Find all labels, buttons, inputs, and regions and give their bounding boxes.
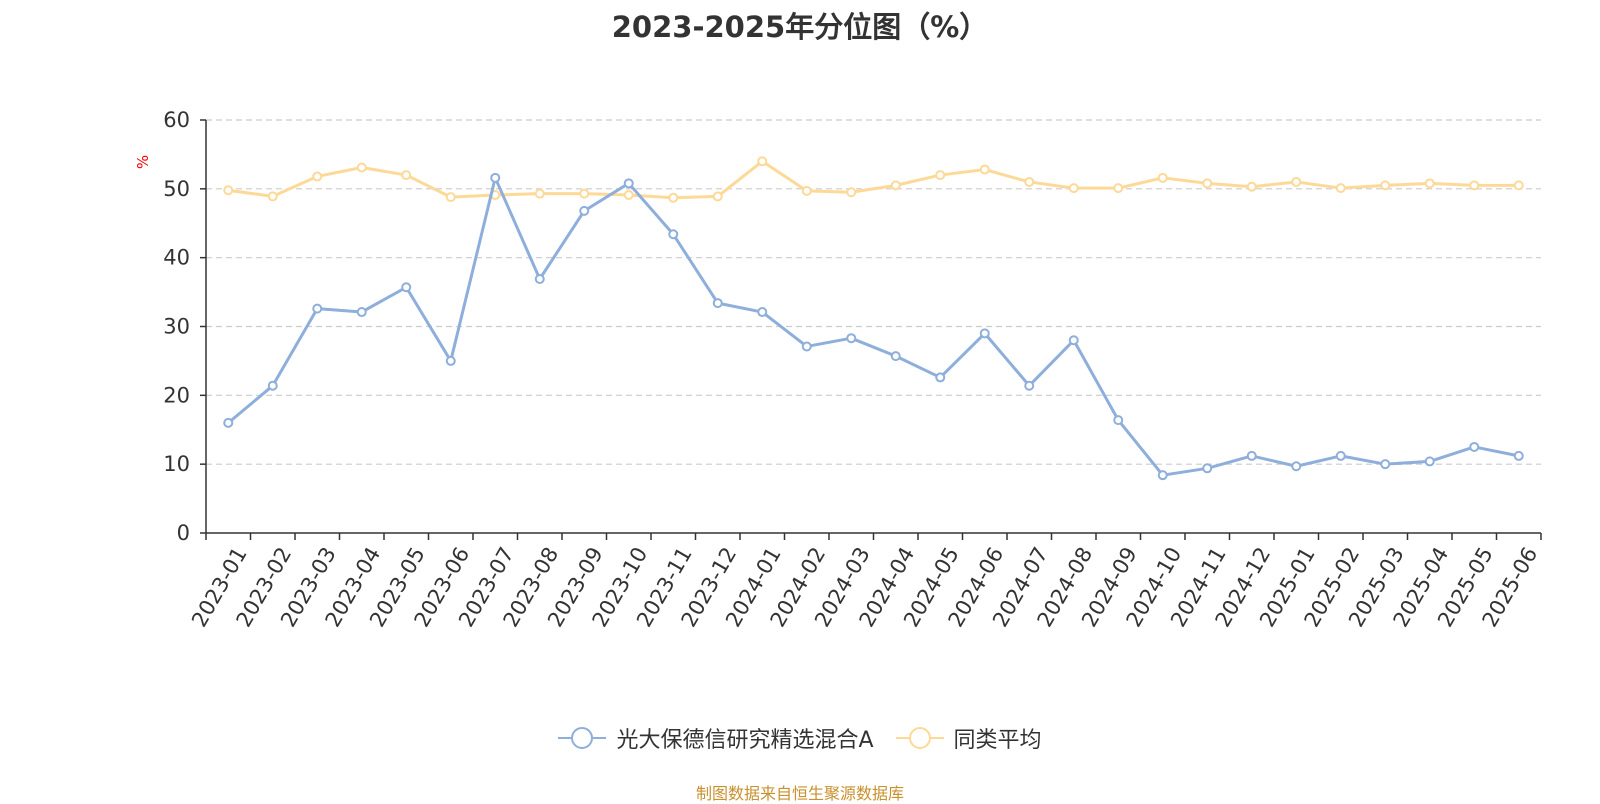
data-point-series-2 bbox=[1113, 183, 1124, 194]
data-point-series-2 bbox=[668, 192, 679, 203]
data-point-series-2 bbox=[623, 190, 634, 201]
data-point-series-2 bbox=[1291, 176, 1302, 187]
data-point-series-1 bbox=[1291, 461, 1302, 472]
legend-symbol-series-1 bbox=[558, 727, 607, 749]
chart-title: 2023-2025年分位图（%） bbox=[611, 10, 989, 44]
data-point-series-1 bbox=[1113, 415, 1124, 426]
data-point-series-2 bbox=[712, 191, 723, 202]
legend-label-series-1: 光大保德信研究精选混合A bbox=[616, 728, 874, 753]
data-point-series-2 bbox=[223, 185, 234, 196]
data-point-series-1 bbox=[712, 298, 723, 309]
data-point-series-2 bbox=[312, 171, 323, 182]
data-point-series-1 bbox=[1068, 335, 1079, 346]
data-point-series-1 bbox=[579, 205, 590, 216]
data-point-series-2 bbox=[801, 185, 812, 196]
data-point-series-2 bbox=[1202, 178, 1213, 189]
data-point-series-1 bbox=[1513, 450, 1524, 461]
data-point-series-2 bbox=[1424, 178, 1435, 189]
data-point-series-2 bbox=[445, 192, 456, 203]
y-axis-label: % bbox=[134, 155, 152, 169]
data-point-series-1 bbox=[490, 172, 501, 183]
data-point-series-2 bbox=[1380, 180, 1391, 191]
data-point-series-1 bbox=[623, 178, 634, 189]
data-point-series-1 bbox=[979, 328, 990, 339]
data-point-series-2 bbox=[979, 164, 990, 175]
data-point-series-1 bbox=[1380, 459, 1391, 470]
y-tick-label: 30 bbox=[163, 315, 190, 339]
y-tick-label: 20 bbox=[163, 383, 190, 407]
data-point-series-2 bbox=[1068, 183, 1079, 194]
data-point-series-2 bbox=[401, 170, 412, 181]
data-point-series-1 bbox=[757, 307, 768, 318]
legend-item-series-1[interactable]: 光大保德信研究精选混合A bbox=[558, 722, 874, 754]
y-tick-label: 10 bbox=[163, 452, 190, 476]
data-point-series-1 bbox=[312, 303, 323, 314]
data-point-series-2 bbox=[1024, 176, 1035, 187]
data-point-series-2 bbox=[1513, 180, 1524, 191]
data-point-series-2 bbox=[1335, 183, 1346, 194]
legend-marker bbox=[571, 727, 594, 749]
data-point-series-1 bbox=[1157, 470, 1168, 481]
data-point-series-1 bbox=[846, 333, 857, 344]
data-point-series-2 bbox=[890, 180, 901, 191]
legend-symbol-series-2 bbox=[895, 727, 944, 749]
data-point-series-1 bbox=[534, 274, 545, 285]
data-point-series-1 bbox=[267, 380, 278, 391]
data-point-series-1 bbox=[1335, 450, 1346, 461]
data-point-series-1 bbox=[1202, 463, 1213, 474]
data-point-series-1 bbox=[668, 229, 679, 240]
y-tick-label: 0 bbox=[177, 521, 190, 545]
data-point-series-1 bbox=[401, 282, 412, 293]
legend-label-series-2: 同类平均 bbox=[953, 728, 1042, 753]
data-point-series-2 bbox=[267, 191, 278, 202]
y-tick-label: 50 bbox=[163, 177, 190, 201]
series-line-1 bbox=[227, 176, 1520, 477]
data-point-series-1 bbox=[1024, 380, 1035, 391]
data-point-series-2 bbox=[935, 170, 946, 181]
data-point-series-2 bbox=[579, 188, 590, 199]
data-point-series-1 bbox=[445, 355, 456, 366]
data-point-series-1 bbox=[356, 307, 367, 318]
y-tick-label: 60 bbox=[163, 108, 190, 132]
data-point-series-1 bbox=[935, 372, 946, 383]
legend: 光大保德信研究精选混合A 同类平均 bbox=[0, 722, 1600, 754]
data-point-series-1 bbox=[801, 341, 812, 352]
data-point-series-2 bbox=[1157, 172, 1168, 183]
data-point-series-1 bbox=[1246, 450, 1257, 461]
data-source-note: 制图数据来自恒生聚源数据库 bbox=[695, 784, 904, 803]
data-point-series-1 bbox=[1469, 441, 1480, 452]
data-point-series-2 bbox=[356, 162, 367, 173]
data-point-series-2 bbox=[757, 156, 768, 167]
legend-item-series-2[interactable]: 同类平均 bbox=[895, 722, 1042, 754]
data-point-series-1 bbox=[223, 417, 234, 428]
y-tick-label: 40 bbox=[163, 246, 190, 270]
legend-marker bbox=[908, 727, 931, 749]
data-point-series-1 bbox=[890, 351, 901, 362]
data-point-series-2 bbox=[1469, 180, 1480, 191]
data-point-series-2 bbox=[534, 188, 545, 199]
data-point-series-2 bbox=[1246, 181, 1257, 192]
series-line-2 bbox=[228, 159, 1519, 200]
data-point-series-1 bbox=[1424, 456, 1435, 467]
data-point-series-2 bbox=[846, 187, 857, 198]
